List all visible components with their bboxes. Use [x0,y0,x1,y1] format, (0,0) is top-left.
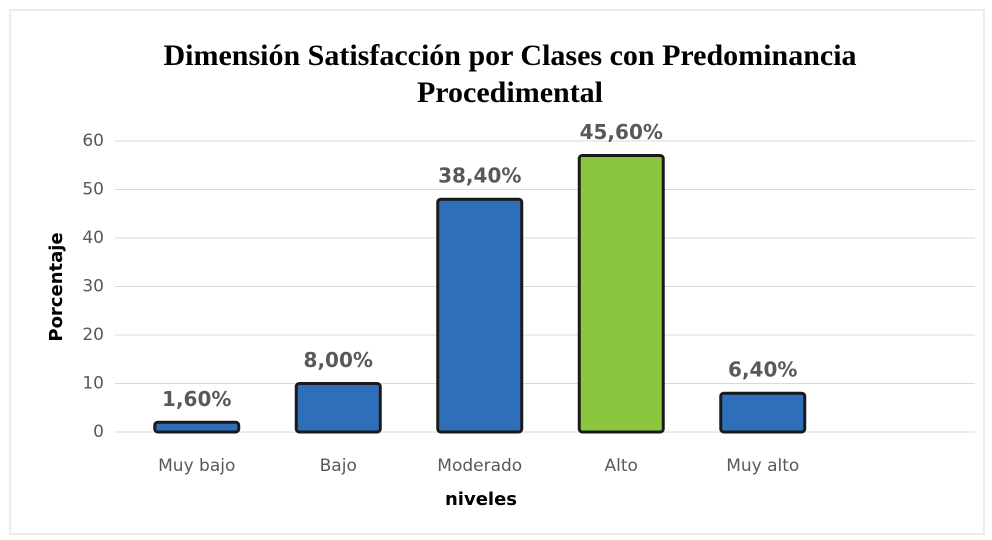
chart-title: Procedimental [417,76,603,109]
x-axis-label: niveles [445,489,517,510]
x-tick-label: Alto [605,456,638,476]
y-tick-label: 60 [82,131,104,151]
y-tick-label: 20 [82,325,104,345]
bar [577,154,665,434]
data-label: 6,40% [728,358,797,382]
data-label: 1,60% [162,387,231,411]
data-label: 38,40% [438,164,521,188]
x-tick-label: Moderado [437,456,522,476]
y-tick-label: 10 [82,374,104,394]
x-tick-label: Muy alto [726,456,799,476]
data-label: 45,60% [580,120,663,144]
y-axis-label: Porcentaje [46,232,67,341]
x-tick-label: Bajo [320,456,357,476]
y-tick-label: 30 [82,277,104,297]
bar [294,382,382,434]
y-tick-label: 50 [82,180,104,200]
chart-title: Dimensión Satisfacción por Clases con Pr… [163,39,856,72]
x-tick-label: Muy bajo [158,456,235,476]
y-tick-label: 40 [82,228,104,248]
data-label: 8,00% [304,348,373,372]
bar [436,197,524,434]
bar [153,420,241,434]
y-tick-label: 0 [93,422,104,442]
bar [719,391,807,434]
